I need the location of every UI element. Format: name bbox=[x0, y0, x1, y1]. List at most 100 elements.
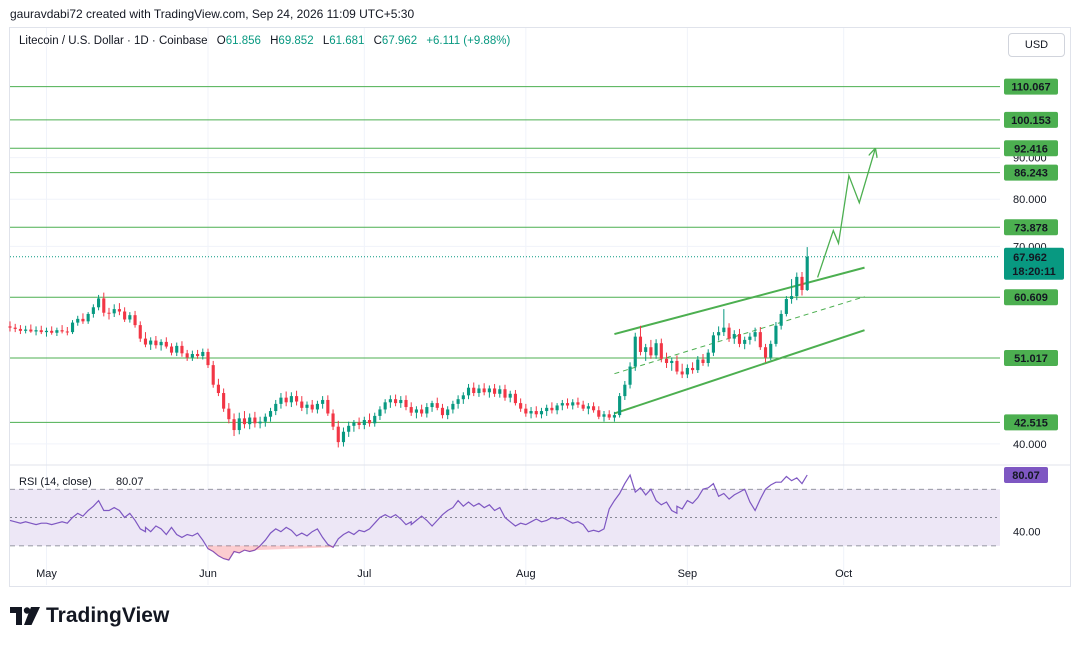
candle-body bbox=[24, 329, 28, 331]
level-price-label: 73.878 bbox=[1014, 222, 1048, 234]
candle-body bbox=[347, 425, 351, 432]
candle-body bbox=[743, 339, 747, 344]
currency-button[interactable]: USD bbox=[1008, 33, 1065, 57]
candle-body bbox=[159, 341, 163, 346]
rsi-value-tag bbox=[1004, 466, 1048, 483]
candle-body bbox=[696, 359, 700, 371]
candle-body bbox=[112, 309, 116, 314]
candle-body bbox=[76, 318, 80, 323]
candle-body bbox=[248, 417, 252, 425]
candle-body bbox=[628, 366, 632, 385]
candle-body bbox=[435, 403, 439, 408]
candle-body bbox=[440, 407, 445, 416]
candle-body bbox=[164, 341, 168, 347]
symbol-legend: Litecoin / U.S. Dollar · 1D · Coinbase O… bbox=[19, 35, 510, 47]
symbol-name[interactable]: Litecoin / U.S. Dollar · 1D · Coinbase bbox=[19, 35, 208, 47]
candle-body bbox=[352, 422, 356, 426]
candle-body bbox=[232, 419, 236, 431]
candle-body bbox=[493, 388, 497, 394]
candle-body bbox=[508, 393, 512, 398]
candle-body bbox=[315, 403, 319, 410]
candle-body bbox=[461, 395, 465, 400]
candle-body bbox=[539, 411, 544, 415]
x-tick-label: Jul bbox=[357, 568, 371, 580]
rsi-value-label: 80.07 bbox=[1012, 470, 1040, 482]
candle-body bbox=[222, 393, 226, 409]
candle-body bbox=[446, 409, 450, 416]
level-price-tag bbox=[1004, 414, 1058, 431]
candle-body bbox=[670, 360, 674, 364]
channel-lower-line[interactable] bbox=[614, 329, 865, 415]
x-tick-label: Sep bbox=[678, 568, 698, 580]
level-price-tag bbox=[1004, 350, 1058, 367]
level-price-label: 86.243 bbox=[1014, 168, 1048, 180]
candle-body bbox=[420, 409, 424, 414]
candle-body bbox=[784, 298, 788, 314]
candle-body bbox=[331, 413, 335, 427]
open-label: O bbox=[216, 35, 226, 47]
level-price-tag bbox=[1004, 140, 1058, 157]
candle-body bbox=[513, 393, 517, 404]
candle-body bbox=[425, 407, 429, 414]
tradingview-logo[interactable]: TradingView bbox=[10, 604, 169, 628]
candle-body bbox=[383, 402, 387, 410]
candle-body bbox=[39, 330, 43, 333]
candle-body bbox=[649, 347, 653, 356]
rsi-y-tick-label: 40.00 bbox=[1013, 527, 1041, 539]
candle-body bbox=[175, 345, 179, 353]
candle-body bbox=[13, 327, 17, 329]
level-price-label: 51.017 bbox=[1014, 353, 1048, 365]
level-price-tag bbox=[1004, 78, 1058, 95]
candle-body bbox=[394, 399, 398, 404]
candle-body bbox=[602, 414, 606, 417]
candle-body bbox=[550, 407, 554, 411]
candle-body bbox=[456, 399, 460, 404]
candle-body bbox=[180, 345, 184, 354]
candle-body bbox=[534, 411, 538, 415]
candle-body bbox=[805, 256, 809, 291]
candle-body bbox=[466, 387, 471, 396]
channel-upper-line[interactable] bbox=[614, 266, 865, 336]
tradingview-logo-icon bbox=[10, 607, 40, 625]
candle-body bbox=[18, 328, 22, 331]
candle-body bbox=[623, 384, 627, 397]
candle-body bbox=[268, 411, 273, 417]
candle-body bbox=[367, 420, 372, 424]
candle-body bbox=[91, 307, 95, 314]
candle-body bbox=[769, 343, 773, 358]
candle-body bbox=[717, 332, 721, 336]
candle-body bbox=[29, 329, 33, 332]
candle-body bbox=[295, 396, 299, 402]
candle-body bbox=[211, 365, 215, 385]
candle-body bbox=[34, 330, 38, 332]
candle-body bbox=[727, 327, 731, 339]
candle-body bbox=[722, 327, 726, 333]
candle-body bbox=[258, 421, 262, 424]
candle-body bbox=[123, 311, 127, 320]
y-tick-label: 40.000 bbox=[1013, 439, 1047, 451]
candle-body bbox=[664, 358, 669, 364]
candle-body bbox=[519, 403, 523, 409]
candle-body bbox=[779, 313, 783, 326]
chart-frame bbox=[9, 27, 1071, 587]
candle-body bbox=[149, 340, 153, 345]
close-value: 67.962 bbox=[381, 35, 418, 47]
candle-body bbox=[237, 418, 241, 431]
projection-arrow-path[interactable] bbox=[816, 150, 875, 278]
candle-body bbox=[190, 354, 194, 358]
candle-body bbox=[763, 347, 768, 358]
candle-body bbox=[748, 336, 752, 340]
candle-body bbox=[597, 410, 601, 417]
candle-body bbox=[216, 384, 220, 394]
candle-body bbox=[654, 343, 658, 356]
candle-body bbox=[55, 330, 59, 333]
candle-body bbox=[503, 389, 507, 398]
level-price-tag bbox=[1004, 111, 1058, 128]
candle-body bbox=[592, 406, 596, 411]
candle-body bbox=[362, 420, 366, 425]
candle-body bbox=[8, 326, 12, 328]
candle-body bbox=[618, 396, 622, 416]
candle-body bbox=[253, 417, 257, 424]
candle-body bbox=[143, 338, 148, 345]
